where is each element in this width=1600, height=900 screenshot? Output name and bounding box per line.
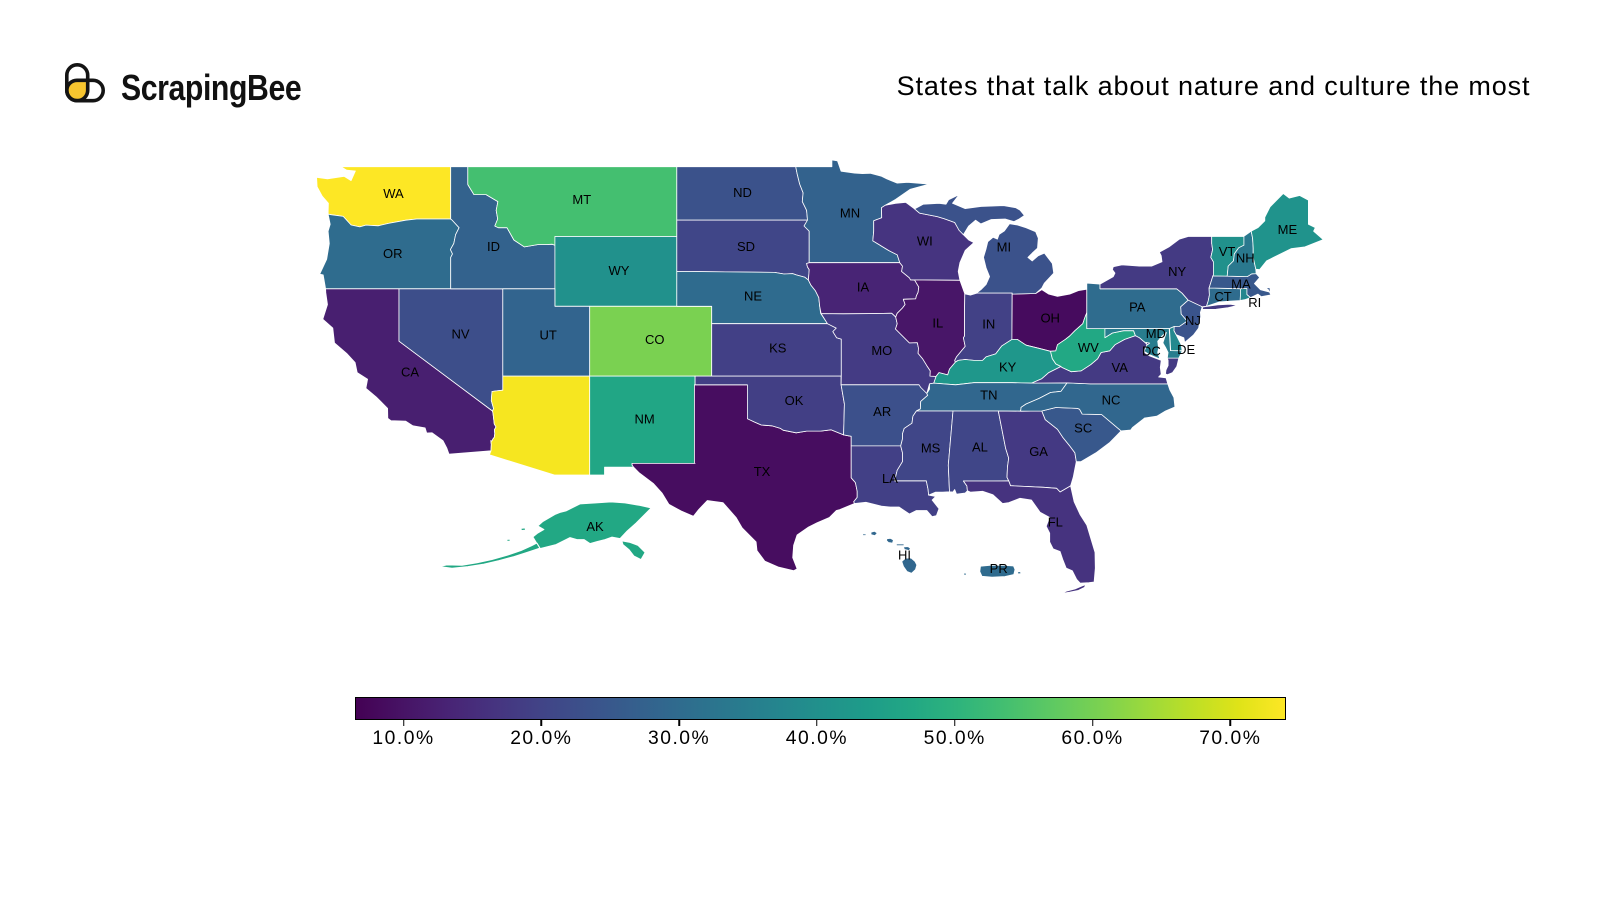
svg-text:CA: CA [401,365,419,380]
svg-text:DC: DC [1142,343,1161,358]
svg-text:DE: DE [1177,342,1195,357]
svg-text:CO: CO [645,332,665,347]
svg-text:GA: GA [1029,444,1048,459]
svg-text:MI: MI [997,240,1011,255]
svg-text:IN: IN [982,316,995,331]
svg-text:ND: ND [733,185,752,200]
svg-text:NM: NM [634,412,654,427]
svg-text:MA: MA [1231,277,1251,292]
svg-text:ID: ID [487,239,500,254]
svg-text:MN: MN [840,205,860,220]
svg-text:RI: RI [1248,295,1261,310]
svg-text:MD: MD [1146,326,1166,341]
svg-text:HI: HI [898,548,911,563]
svg-text:SD: SD [737,239,755,254]
svg-text:IL: IL [932,315,943,330]
svg-text:NV: NV [451,327,469,342]
svg-text:TN: TN [980,387,997,402]
svg-text:MS: MS [921,441,941,456]
svg-text:PA: PA [1129,300,1146,315]
svg-text:KS: KS [769,341,787,356]
svg-text:IA: IA [857,279,870,294]
svg-text:MO: MO [871,343,892,358]
svg-text:TX: TX [754,464,771,479]
svg-text:AR: AR [873,404,891,419]
svg-text:UT: UT [540,327,557,342]
svg-text:WV: WV [1078,340,1099,355]
svg-text:VA: VA [1112,360,1129,375]
svg-text:KY: KY [999,359,1017,374]
svg-text:CT: CT [1214,289,1231,304]
svg-text:AL: AL [972,440,988,455]
svg-text:OK: OK [785,393,804,408]
svg-text:OR: OR [383,246,403,261]
svg-text:NH: NH [1236,251,1255,266]
svg-text:WY: WY [609,263,630,278]
svg-text:SC: SC [1074,421,1092,436]
svg-text:PR: PR [990,561,1008,576]
svg-text:ME: ME [1278,222,1298,237]
svg-text:AK: AK [586,519,604,534]
svg-text:FL: FL [1048,515,1063,530]
svg-text:WA: WA [383,186,404,201]
svg-text:LA: LA [882,471,898,486]
svg-text:NE: NE [744,288,762,303]
svg-text:NC: NC [1102,393,1121,408]
svg-text:NY: NY [1168,264,1186,279]
svg-text:MT: MT [572,192,591,207]
svg-text:VT: VT [1219,244,1236,259]
svg-text:WI: WI [917,233,933,248]
svg-text:NJ: NJ [1185,313,1201,328]
svg-text:OH: OH [1040,310,1060,325]
